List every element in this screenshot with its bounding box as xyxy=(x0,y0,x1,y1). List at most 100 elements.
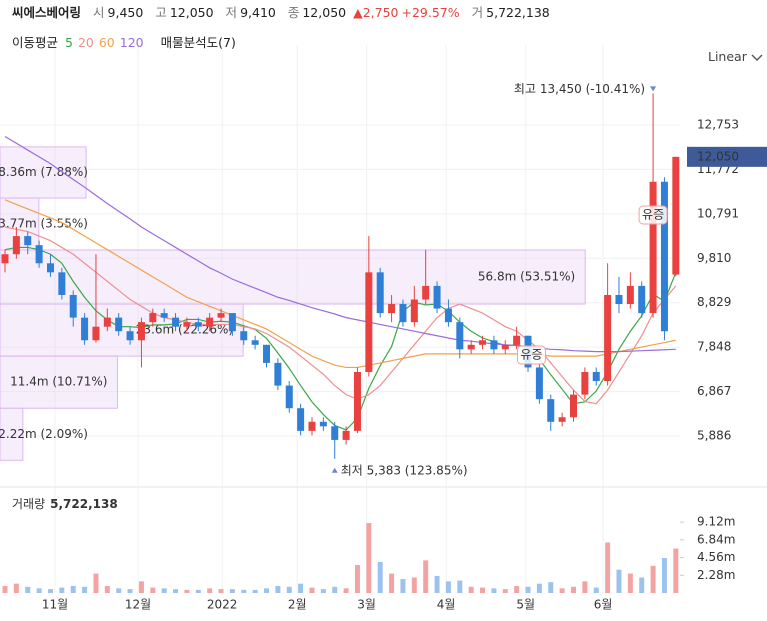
y-tick-label: 8,829 xyxy=(697,295,731,309)
candle-body xyxy=(660,181,668,332)
candle-body xyxy=(228,313,236,332)
candle-body xyxy=(331,426,339,440)
candle-body xyxy=(160,313,168,318)
candle-body xyxy=(137,322,145,341)
label: 시 xyxy=(93,5,105,20)
volume-bar xyxy=(559,588,565,593)
volume-profile-box xyxy=(0,355,118,409)
volume-bar xyxy=(582,581,588,593)
volume-bar xyxy=(411,577,417,593)
ma-legend-item[interactable]: 60 xyxy=(98,35,115,50)
candle-body xyxy=(399,304,407,323)
volume-bar xyxy=(468,586,474,593)
volume-bar xyxy=(36,588,42,593)
profile-label[interactable]: 매물분석도(7) xyxy=(160,35,236,50)
volume-bar xyxy=(525,586,531,593)
candle-body xyxy=(535,367,543,400)
price-tag xyxy=(687,146,767,167)
low-marker xyxy=(331,467,338,473)
ma-legend-item[interactable]: 5 xyxy=(65,35,73,50)
volume-bar xyxy=(605,542,611,593)
quote-header: 씨에스베어링 시 9,450 고 12,050 저 9,410 종 12,050 ▲2,… xyxy=(12,2,553,21)
high-marker xyxy=(650,86,657,92)
volume-bar xyxy=(161,588,167,593)
volume-bar xyxy=(138,581,144,593)
ma-legend: 5 20 60 120 xyxy=(65,35,149,50)
y-tick-label: 9,810 xyxy=(697,251,731,265)
candle-body xyxy=(217,313,225,318)
stock-name: 씨에스베어링 xyxy=(12,5,82,20)
ma-label[interactable]: 이동평균 xyxy=(12,35,59,50)
volume-bar xyxy=(47,589,53,593)
event-label: 유증 xyxy=(520,348,542,362)
y-tick-label: 7,848 xyxy=(697,340,731,354)
volume-bar xyxy=(434,575,440,593)
volume-profile-label: 56.8m (53.51%) xyxy=(478,270,575,284)
volume-bar xyxy=(627,573,633,593)
candle-body xyxy=(342,430,350,440)
volume-title: 거래량 5,722,138 xyxy=(12,497,118,511)
volume-bar xyxy=(93,573,99,593)
volume-title-label: 거래량 xyxy=(12,497,45,511)
candle-body xyxy=(172,317,180,327)
candle-body xyxy=(626,285,634,305)
event-badge xyxy=(638,205,668,225)
volume-bar xyxy=(332,586,338,593)
volume-bar xyxy=(377,561,383,593)
volume-bar xyxy=(195,589,201,593)
x-tick-label: 12월 xyxy=(125,598,151,612)
volume-bar xyxy=(650,565,656,593)
volume-bar xyxy=(70,586,76,593)
volume-bar xyxy=(13,583,19,593)
label: 종 xyxy=(287,5,300,20)
volume-bar xyxy=(661,558,667,593)
candle-body xyxy=(24,236,32,246)
indicator-bar[interactable]: 이동평균 5 20 60 120 매물분석도(7) xyxy=(12,32,239,51)
x-tick-label: 11월 xyxy=(42,598,68,612)
candle-body xyxy=(92,326,100,341)
candle-body xyxy=(126,331,134,341)
volume-bar xyxy=(286,586,292,593)
candle-body xyxy=(433,285,441,309)
candle-body xyxy=(115,317,123,332)
volume-bar xyxy=(571,586,576,593)
x-tick-label: 3월 xyxy=(357,598,376,612)
candle-body xyxy=(353,371,361,431)
candle-body xyxy=(638,285,646,314)
volume-total: 5,722,138 xyxy=(50,497,118,511)
volume-bar xyxy=(536,583,542,593)
volume-bar xyxy=(616,569,622,593)
change-pct: +29.57% xyxy=(401,5,460,20)
price-tag-label: 12,050 xyxy=(697,149,739,163)
scale-dropdown[interactable]: Linear xyxy=(708,49,763,64)
x-tick-label: 6월 xyxy=(594,598,613,612)
event-label: 유증 xyxy=(642,208,664,222)
high-annotation: 최고 13,450 (-10.41%) xyxy=(514,82,645,96)
x-tick-label: 2월 xyxy=(288,598,307,612)
volume-tick-label: 6.84m xyxy=(697,532,735,546)
volume-bar xyxy=(593,587,599,593)
candle-body xyxy=(604,294,612,382)
ma-legend-item[interactable]: 120 xyxy=(119,35,144,50)
value: 12,050 xyxy=(169,5,214,20)
event-badge xyxy=(516,345,546,365)
volume-profile-label: 2.22m (2.09%) xyxy=(0,427,88,441)
ma-legend-item[interactable]: 20 xyxy=(77,35,94,50)
candle-body xyxy=(206,317,214,327)
candle-body xyxy=(183,322,191,327)
candle-body xyxy=(410,299,418,323)
candle-body xyxy=(388,304,396,314)
value: 9,410 xyxy=(240,5,276,20)
volume-bar xyxy=(320,589,326,593)
candle-body xyxy=(1,254,9,264)
volume-bar xyxy=(514,586,520,593)
candle-body xyxy=(547,399,555,422)
low-annotation: 최저 5,383 (123.85%) xyxy=(341,463,468,477)
x-tick-label: 5월 xyxy=(516,598,535,612)
scale-label[interactable]: Linear xyxy=(708,49,747,64)
volume-tick-label: 9.12m xyxy=(697,515,735,529)
x-tick-label: 4월 xyxy=(437,598,456,612)
volume-bar xyxy=(480,587,486,593)
chevron xyxy=(751,54,763,61)
